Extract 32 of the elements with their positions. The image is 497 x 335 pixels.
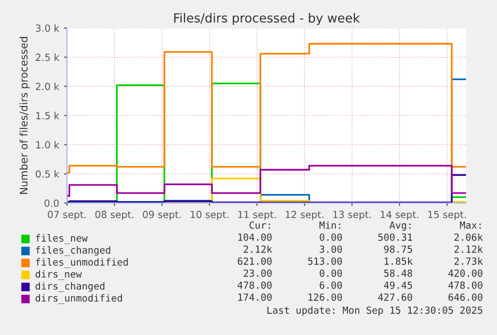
y-tick-label: 0.0 xyxy=(44,199,59,207)
y-tick-label: 3.0 k xyxy=(36,24,60,32)
legend-label: files_new xyxy=(36,234,88,244)
text: 23.00 0.00 58.48 420.00 xyxy=(244,269,482,277)
y-axis-title: Number of files/dirs processed xyxy=(20,37,30,194)
y-tick-label: 2.5 k xyxy=(36,53,60,61)
y-tick-label: 2.0 k xyxy=(36,82,60,90)
y-tick-label: 1.0 k xyxy=(36,140,60,148)
x-tick-label: 15 sept. xyxy=(428,210,466,220)
legend-label: dirs_new xyxy=(36,270,82,280)
legend-label: dirs_unmodified xyxy=(36,294,122,304)
legend-label: files_unmodified xyxy=(36,258,128,268)
x-tick-label: 08 sept. xyxy=(95,210,134,220)
y-tick-label: 1.5 k xyxy=(36,112,60,120)
text: Cur: Min: Avg: Max: xyxy=(250,221,481,231)
chart-title: Files/dirs processed - by week xyxy=(174,12,360,26)
text: 2.12k 3.00 98.75 2.12k xyxy=(244,245,483,253)
text: 104.00 0.00 500.31 2.06k xyxy=(238,233,483,241)
x-tick-label: 13 sept. xyxy=(333,210,371,220)
text: 174.00 126.00 427.60 646.00 xyxy=(238,293,482,301)
text: 621.00 513.00 1.85k 2.73k xyxy=(238,257,483,265)
x-tick-label: 07 sept. xyxy=(48,210,86,220)
legend-label: files_changed xyxy=(36,246,110,256)
x-tick-label: 11 sept. xyxy=(238,210,276,220)
x-tick-label: 10 sept. xyxy=(190,210,228,220)
text: Last update: Mon Sep 15 12:30:05 2025 xyxy=(267,306,482,316)
x-tick-label: 12 sept. xyxy=(286,210,324,220)
text: 478.00 6.00 49.45 478.00 xyxy=(238,281,482,289)
x-tick-label: 09 sept. xyxy=(142,210,181,220)
legend-label: dirs_changed xyxy=(36,282,104,292)
y-tick-label: 0.5 k xyxy=(36,170,60,178)
x-tick-label: 14 sept. xyxy=(380,210,418,220)
